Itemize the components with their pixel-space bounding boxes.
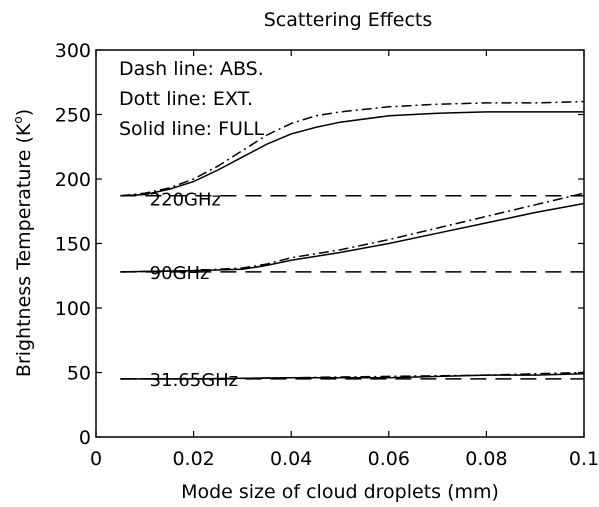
series-label-0: 220GHz	[150, 189, 221, 210]
series-lines	[120, 100, 585, 380]
y-tick-label: 0	[79, 427, 91, 449]
series-labels: 220GHz 90GHz 31.65GHz	[150, 189, 238, 391]
series-label-1: 90GHz	[150, 263, 210, 284]
y-tick-label: 50	[67, 363, 91, 385]
x-tick-label: 0.04	[270, 448, 312, 470]
axis-ticks: 0 0.02 0.04 0.06 0.08 0.1 0 50 100 150 200 250 300	[55, 40, 599, 470]
legend-note-abs: Dash line: ABS.	[119, 58, 264, 80]
legend-note-ext: Dott line: EXT.	[119, 88, 253, 110]
series-2-full-line	[120, 373, 585, 380]
series-2-ext-line	[120, 371, 585, 380]
x-tick-label: 0.02	[172, 448, 214, 470]
y-axis-label: Brightness Temperature (Ko)	[11, 109, 35, 377]
y-tick-label: 100	[55, 298, 91, 320]
chart-title: Scattering Effects	[264, 9, 433, 31]
legend-note-full: Solid line: FULL	[119, 118, 264, 140]
x-tick-label: 0	[90, 448, 102, 470]
y-axis-label-close: )	[13, 109, 35, 116]
series-1-ext-line	[120, 192, 585, 273]
series-0-ext-line	[120, 100, 585, 197]
y-tick-label: 300	[55, 40, 91, 62]
y-tick-label: 250	[55, 105, 91, 127]
y-axis-label-main: Brightness Temperature (K	[13, 123, 35, 377]
x-tick-label: 0.06	[368, 448, 410, 470]
x-tick-label: 0.08	[465, 448, 507, 470]
x-tick-label: 0.1	[569, 448, 599, 470]
y-tick-label: 150	[55, 234, 91, 256]
legend-notes: Dash line: ABS. Dott line: EXT. Solid li…	[119, 58, 264, 140]
y-axis-label-sup: o	[11, 116, 25, 123]
series-0-full-line	[120, 111, 584, 197]
y-tick-label: 200	[55, 169, 91, 191]
x-axis-label: Mode size of cloud droplets (mm)	[181, 481, 499, 503]
series-1-full-line	[120, 202, 585, 273]
series-label-2: 31.65GHz	[150, 370, 238, 391]
